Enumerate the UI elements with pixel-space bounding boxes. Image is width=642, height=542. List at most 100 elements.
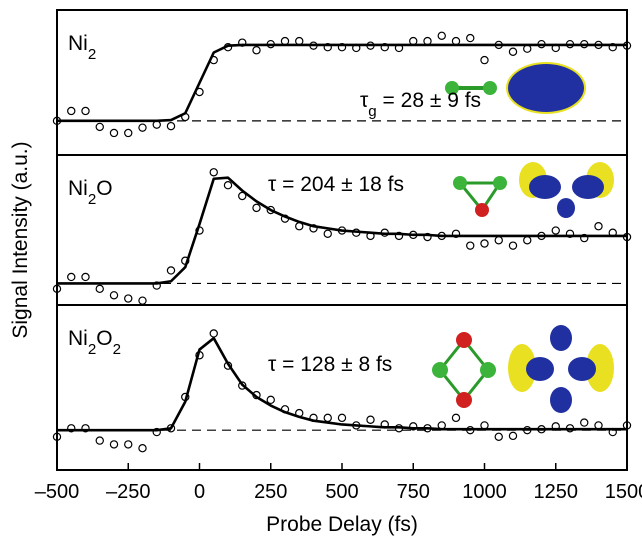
- x-tick-label: 750: [397, 481, 430, 503]
- annotation-part: = 28 ± 9 fs: [377, 89, 481, 112]
- x-tick-label: 1000: [462, 481, 507, 503]
- x-tick-label: –250: [106, 481, 151, 503]
- data-point: [523, 236, 532, 245]
- data-point: [209, 168, 218, 177]
- data-point: [508, 431, 518, 441]
- data-point: [409, 422, 418, 431]
- molecule-ni2o2: [432, 325, 614, 413]
- fit-line: [57, 176, 627, 285]
- data-point: [152, 427, 161, 437]
- data-point: [266, 395, 275, 405]
- panel-label-part: Ni: [68, 327, 88, 350]
- panel-label: Ni2O2: [68, 327, 121, 358]
- x-tick-label: 0: [194, 481, 205, 503]
- panel-label-part: 2: [88, 341, 96, 358]
- data-point: [580, 233, 589, 243]
- data-point: [209, 329, 218, 338]
- x-tick-label: –500: [35, 481, 80, 503]
- data-point: [223, 181, 233, 190]
- y-axis-label: Signal Intensity (a.u.): [9, 141, 32, 338]
- fit-line: [57, 43, 627, 123]
- data-point: [594, 222, 603, 231]
- data-point: [109, 128, 119, 138]
- data-point: [124, 294, 133, 303]
- data-point: [67, 424, 76, 433]
- data-point: [109, 291, 119, 300]
- annotation-part: τ = 204 ± 18 fs: [268, 173, 404, 196]
- data-point: [608, 42, 617, 52]
- data-point: [480, 239, 489, 248]
- data-point: [67, 106, 76, 116]
- data-point: [380, 42, 389, 52]
- x-tick-label: 1250: [534, 481, 579, 503]
- data-point: [124, 128, 133, 138]
- data-point: [238, 191, 247, 201]
- data-point: [166, 266, 176, 275]
- panel-label-part: 2: [88, 191, 96, 208]
- annotation: τ = 128 ± 8 fs: [268, 353, 392, 376]
- data-point: [138, 443, 147, 453]
- fit-line: [57, 336, 627, 432]
- data-point: [451, 229, 461, 238]
- data-point: [480, 55, 489, 65]
- data-point: [252, 46, 261, 55]
- panel-frame: [56, 304, 628, 471]
- data-point: [551, 226, 560, 235]
- panel-label-part: O: [96, 327, 112, 350]
- panel-label-part: Ni: [68, 32, 88, 55]
- data-point: [81, 106, 90, 116]
- data-point: [323, 229, 332, 238]
- molecule-ni2o: [453, 162, 614, 218]
- panel-label-part: O: [96, 177, 112, 200]
- data-point: [394, 231, 404, 241]
- data-point: [423, 232, 432, 242]
- data-point: [95, 122, 104, 132]
- panel-label-part: 2: [113, 341, 121, 358]
- data-point: [81, 272, 90, 282]
- data-point: [508, 47, 518, 56]
- molecule-ni2: [445, 62, 586, 114]
- data-point: [565, 229, 575, 238]
- data-point: [309, 224, 318, 233]
- data-point: [466, 241, 475, 250]
- data-point: [580, 418, 589, 427]
- panel-label: Ni2O: [68, 177, 113, 208]
- data-point: [109, 440, 119, 449]
- data-point: [95, 436, 104, 445]
- data-point: [52, 284, 62, 294]
- panel-label-part: 2: [88, 46, 96, 63]
- x-tick-label: 1500: [605, 481, 642, 503]
- data-point: [124, 440, 133, 449]
- data-point: [508, 241, 518, 250]
- data-point: [437, 31, 446, 41]
- data-point: [238, 38, 247, 47]
- x-tick-label: 500: [325, 481, 358, 503]
- data-point: [67, 272, 76, 282]
- data-point: [166, 121, 176, 131]
- annotation: τg = 28 ± 9 fs: [360, 89, 481, 120]
- x-axis-label: Probe Delay (fs): [266, 513, 418, 536]
- data-point: [266, 205, 275, 215]
- data-point: [451, 413, 461, 423]
- data-point: [337, 413, 347, 423]
- data-point: [366, 415, 375, 424]
- data-point: [81, 424, 90, 433]
- data-point: [494, 236, 503, 245]
- data-point: [466, 33, 475, 43]
- data-point: [52, 432, 62, 442]
- panel-label-part: Ni: [68, 177, 88, 200]
- data-point: [238, 381, 247, 390]
- data-point: [494, 432, 503, 442]
- data-point: [138, 296, 147, 305]
- data-point: [138, 123, 147, 132]
- data-point: [152, 281, 161, 290]
- annotation-part: τ: [360, 89, 369, 112]
- annotation-part: τ = 128 ± 8 fs: [268, 353, 392, 376]
- data-point: [95, 284, 104, 294]
- annotation: τ = 204 ± 18 fs: [268, 173, 404, 196]
- panel-label: Ni2: [68, 32, 96, 63]
- annotation-part: g: [368, 103, 376, 120]
- data-point: [323, 413, 332, 423]
- x-tick-label: 250: [254, 481, 287, 503]
